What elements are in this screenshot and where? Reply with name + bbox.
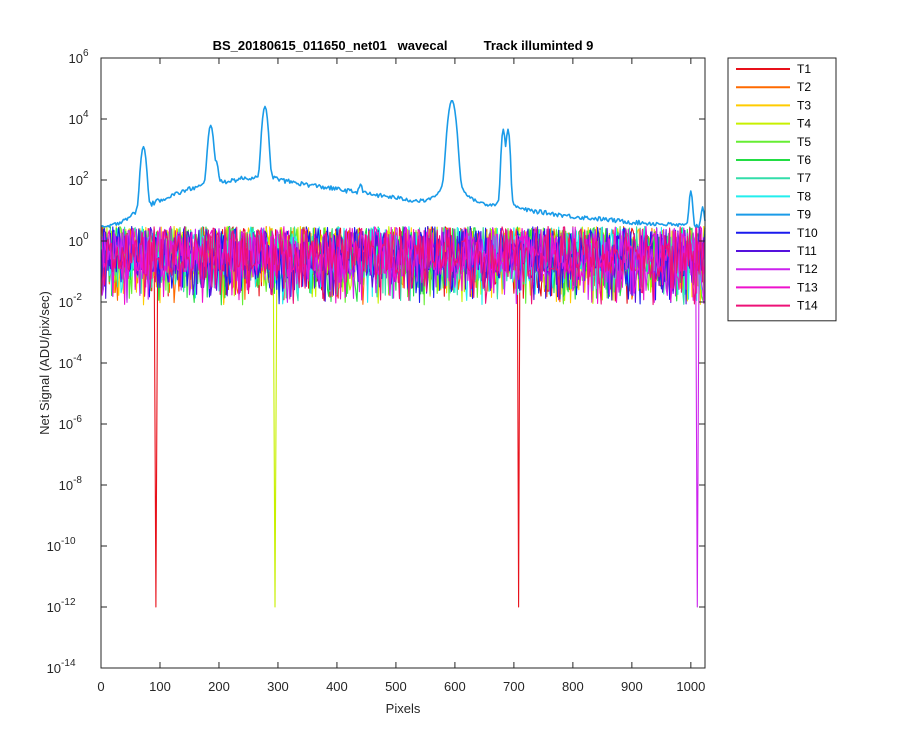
legend-label: T1 <box>797 62 811 76</box>
y-tick-label-exponent: 2 <box>83 170 89 181</box>
y-tick-label-base: 10 <box>59 478 73 493</box>
legend-item-t14[interactable]: T14 <box>736 299 818 313</box>
y-tick-label-base: 10 <box>47 539 61 554</box>
y-tick-label-base: 10 <box>47 600 61 615</box>
x-tick-label: 600 <box>444 679 466 694</box>
y-tick-label: 106 <box>68 48 88 66</box>
y-tick-label: 100 <box>68 231 88 249</box>
series-layer <box>100 100 706 608</box>
y-tick-label-base: 10 <box>47 661 61 676</box>
legend-label: T8 <box>797 189 811 203</box>
y-tick-label-exponent: 4 <box>83 109 89 120</box>
legend-item-t11[interactable]: T11 <box>736 244 817 258</box>
legend-box <box>727 57 837 322</box>
plot-area-background <box>101 58 705 668</box>
legend-label: T5 <box>797 135 811 149</box>
legend-label: T9 <box>797 208 811 222</box>
legend-item-t13[interactable]: T13 <box>736 280 818 294</box>
y-tick-label-exponent: 6 <box>83 48 89 59</box>
chart-title: BS_20180615_011650_net01 wavecal Track i… <box>213 38 594 53</box>
legend-item-t9[interactable]: T9 <box>736 208 811 222</box>
x-tick-label: 0 <box>97 679 104 694</box>
y-tick-label: 10-12 <box>47 597 76 615</box>
legend-item-t2[interactable]: T2 <box>736 80 811 94</box>
x-tick-label: 500 <box>385 679 407 694</box>
y-tick-label-exponent: -6 <box>73 414 82 425</box>
y-tick-label-exponent: -10 <box>61 536 76 547</box>
legend-label: T11 <box>797 244 817 258</box>
y-tick-label-exponent: -12 <box>61 597 76 608</box>
x-tick-label: 1000 <box>676 679 705 694</box>
y-tick-label-base: 10 <box>59 356 73 371</box>
x-axis: 0 100 200 300 400 500 600 700 800 900 1000 <box>97 58 705 694</box>
y-tick-label-exponent: -4 <box>73 353 82 364</box>
legend-label: T13 <box>797 280 818 294</box>
legend-label: T7 <box>797 171 811 185</box>
x-axis-label: Pixels <box>386 701 421 716</box>
legend-item-t3[interactable]: T3 <box>736 98 811 112</box>
legend-label: T6 <box>797 153 811 167</box>
x-tick-label: 800 <box>562 679 584 694</box>
legend-label: T4 <box>797 117 811 131</box>
y-tick-label: 104 <box>68 109 88 127</box>
y-tick-label: 10-10 <box>47 536 76 554</box>
y-tick-label-base: 10 <box>59 295 73 310</box>
y-tick-label-base: 10 <box>59 417 73 432</box>
legend-item-t7[interactable]: T7 <box>736 171 811 185</box>
x-tick-label: 900 <box>621 679 643 694</box>
legend-label: T2 <box>797 80 811 94</box>
y-axis-label: Net Signal (ADU/pix/sec) <box>37 291 52 435</box>
legend-label: T12 <box>797 262 818 276</box>
legend-item-t10[interactable]: T10 <box>736 226 818 240</box>
x-tick-label: 400 <box>326 679 348 694</box>
y-tick-label: 10-4 <box>59 353 83 371</box>
y-tick-label: 10-8 <box>59 475 83 493</box>
y-tick-label-base: 10 <box>68 173 82 188</box>
x-tick-label: 300 <box>267 679 289 694</box>
y-tick-label-base: 10 <box>68 112 82 127</box>
legend-item-t4[interactable]: T4 <box>736 117 811 131</box>
y-tick-label: 10-14 <box>47 658 76 676</box>
series-line-t9 <box>100 100 706 228</box>
x-tick-label: 100 <box>149 679 171 694</box>
legend-item-t5[interactable]: T5 <box>736 135 811 149</box>
y-tick-label-exponent: -2 <box>73 292 82 303</box>
series-line-t14 <box>100 225 706 306</box>
legend-label: T14 <box>797 299 818 313</box>
y-tick-label: 102 <box>68 170 88 188</box>
legend-label: T3 <box>797 98 811 112</box>
x-tick-label: 200 <box>208 679 230 694</box>
legend-label: T10 <box>797 226 818 240</box>
legend-item-t1[interactable]: T1 <box>736 62 811 76</box>
y-tick-label: 10-2 <box>59 292 83 310</box>
y-tick-label-exponent: -8 <box>73 475 82 486</box>
y-axis: 10-1410-1210-1010-810-610-410-2100102104… <box>47 48 705 676</box>
y-tick-label-exponent: -14 <box>61 658 76 669</box>
series-line-t13 <box>100 226 706 305</box>
y-tick-label-base: 10 <box>68 51 82 66</box>
legend-item-t12[interactable]: T12 <box>736 262 818 276</box>
y-tick-label-base: 10 <box>68 234 82 249</box>
y-tick-label: 10-6 <box>59 414 83 432</box>
legend-item-t8[interactable]: T8 <box>736 189 811 203</box>
x-tick-label: 700 <box>503 679 525 694</box>
y-tick-label-exponent: 0 <box>83 231 89 242</box>
legend[interactable]: T1 T2 T3 T4 T5 T6 T7 T8 T9 T10 T11 T12 T13 T14 <box>727 57 837 322</box>
legend-item-t6[interactable]: T6 <box>736 153 811 167</box>
